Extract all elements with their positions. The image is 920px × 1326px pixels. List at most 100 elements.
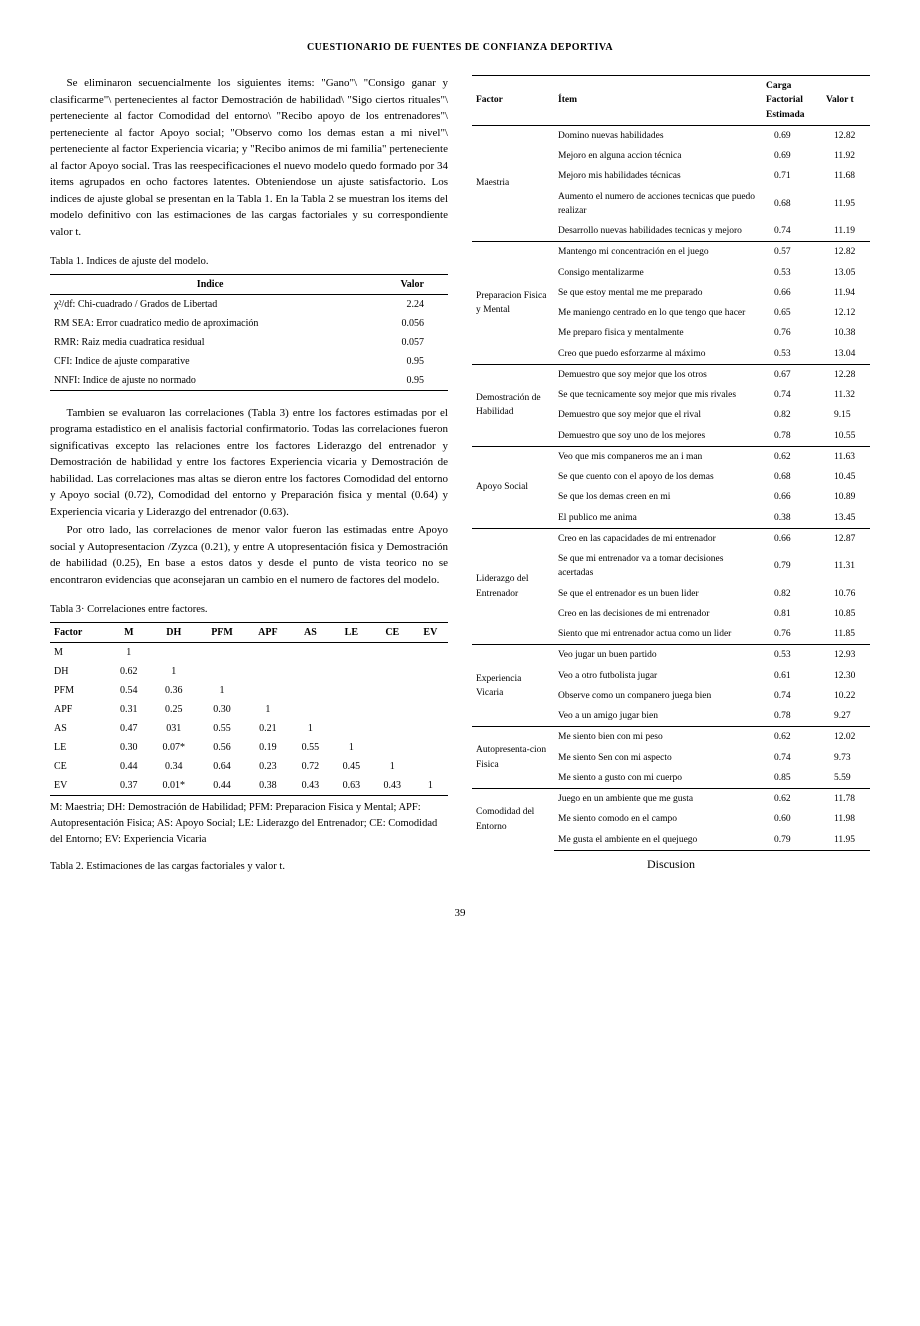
table-cell — [413, 681, 448, 700]
table-cell — [413, 643, 448, 663]
table-row: NNFI: Indice de ajuste no normado0.95 — [50, 371, 448, 391]
table-row: DH0.621 — [50, 662, 448, 681]
table-cell: 031 — [149, 719, 198, 738]
table-cell — [331, 719, 372, 738]
table-cell — [331, 700, 372, 719]
table-row: PFM0.540.361 — [50, 681, 448, 700]
carga-cell: 0.74 — [762, 221, 822, 242]
carga-cell: 0.62 — [762, 446, 822, 467]
table-header-cell: APF — [246, 623, 290, 643]
valort-cell: 13.45 — [822, 508, 870, 529]
carga-cell: 0.79 — [762, 830, 822, 851]
table3-legend: M: Maestria; DH: Demostración de Habilid… — [50, 800, 448, 847]
table-cell — [331, 662, 372, 681]
table-cell — [413, 719, 448, 738]
carga-cell: 0.85 — [762, 768, 822, 789]
table-cell: RMR: Raiz media cuadratica residual — [50, 333, 370, 352]
valort-cell: 10.45 — [822, 467, 870, 487]
table-header-cell: CE — [372, 623, 413, 643]
table-row: CE0.440.340.640.230.720.451 — [50, 757, 448, 776]
item-cell: Me maniengo centrado en lo que tengo que… — [554, 303, 762, 323]
table-row: LE0.300.07*0.560.190.551 — [50, 738, 448, 757]
table-cell: AS — [50, 719, 108, 738]
factor-cell: Apoyo Social — [472, 446, 554, 528]
item-cell: Observe como un companero juega bien — [554, 686, 762, 706]
t2-col-0: Factor — [472, 76, 554, 126]
table-cell: 0.54 — [108, 681, 149, 700]
table-cell: 1 — [246, 700, 290, 719]
table-cell: 0.36 — [149, 681, 198, 700]
table-cell: 1 — [372, 757, 413, 776]
valort-cell: 9.27 — [822, 706, 870, 727]
carga-cell: 0.53 — [762, 344, 822, 365]
valort-cell: 11.31 — [822, 549, 870, 584]
table-cell: 0.07* — [149, 738, 198, 757]
valort-cell: 13.05 — [822, 263, 870, 283]
valort-cell: 11.19 — [822, 221, 870, 242]
valort-cell: 10.76 — [822, 584, 870, 604]
table-header-cell: EV — [413, 623, 448, 643]
table-row: Experiencia VicariaVeo jugar un buen par… — [472, 645, 870, 666]
carga-cell: 0.78 — [762, 706, 822, 727]
carga-cell: 0.68 — [762, 187, 822, 222]
table-cell — [198, 662, 246, 681]
table-cell — [198, 643, 246, 663]
table-cell: 0.63 — [331, 776, 372, 796]
table1-caption: Tabla 1. Indices de ajuste del modelo. — [50, 254, 448, 270]
factor-cell: Preparacion Fisica y Mental — [472, 242, 554, 365]
table-cell — [413, 662, 448, 681]
valort-cell: 10.38 — [822, 323, 870, 343]
table-cell: DH — [50, 662, 108, 681]
table-cell: APF — [50, 700, 108, 719]
valort-cell: 10.85 — [822, 604, 870, 624]
item-cell: El publico me anima — [554, 508, 762, 529]
table-cell — [372, 738, 413, 757]
item-cell: Se que estoy mental me me preparado — [554, 283, 762, 303]
table-cell — [331, 643, 372, 663]
table-cell — [331, 681, 372, 700]
table-cell — [149, 643, 198, 663]
carga-cell: 0.69 — [762, 125, 822, 146]
item-cell: Veo que mis companeros me an i man — [554, 446, 762, 467]
carga-cell: 0.62 — [762, 789, 822, 810]
item-cell: Me siento bien con mi peso — [554, 727, 762, 748]
valort-cell: 10.55 — [822, 426, 870, 447]
factor-cell: Liderazgo del Entrenador — [472, 528, 554, 645]
carga-cell: 0.82 — [762, 584, 822, 604]
discusion-heading: Discusion — [472, 855, 870, 873]
item-cell: Siento que mi entrenador actua como un l… — [554, 624, 762, 645]
valort-cell: 12.82 — [822, 125, 870, 146]
table-cell: 0.55 — [198, 719, 246, 738]
carga-cell: 0.71 — [762, 166, 822, 186]
item-cell: Domino nuevas habilidades — [554, 125, 762, 146]
table-cell: 0.21 — [246, 719, 290, 738]
table-cell: 0.72 — [290, 757, 331, 776]
table-cell: 0.19 — [246, 738, 290, 757]
item-cell: Se que los demas creen en mi — [554, 487, 762, 507]
item-cell: Se que mi entrenador va a tomar decision… — [554, 549, 762, 584]
table-cell — [246, 662, 290, 681]
table-cell: 0.95 — [370, 371, 448, 391]
table-row: APF0.310.250.301 — [50, 700, 448, 719]
valort-cell: 12.28 — [822, 364, 870, 385]
carga-cell: 0.74 — [762, 748, 822, 768]
item-cell: Me gusta el ambiente en el quejuego — [554, 830, 762, 851]
carga-cell: 0.82 — [762, 405, 822, 425]
table-cell: PFM — [50, 681, 108, 700]
carga-cell: 0.53 — [762, 645, 822, 666]
table-cell: 0.44 — [198, 776, 246, 796]
table-cell — [372, 700, 413, 719]
factor-cell: Maestria — [472, 125, 554, 242]
table-row: MaestriaDomino nuevas habilidades0.6912.… — [472, 125, 870, 146]
carga-cell: 0.69 — [762, 146, 822, 166]
table-cell: 0.45 — [331, 757, 372, 776]
carga-cell: 0.74 — [762, 686, 822, 706]
valort-cell: 12.87 — [822, 528, 870, 549]
carga-cell: 0.61 — [762, 666, 822, 686]
item-cell: Creo en las capacidades de mi entrenador — [554, 528, 762, 549]
table-row: Apoyo SocialVeo que mis companeros me an… — [472, 446, 870, 467]
valort-cell: 12.30 — [822, 666, 870, 686]
valort-cell: 12.12 — [822, 303, 870, 323]
t2-col-2: Carga Factorial Estimada — [762, 76, 822, 126]
item-cell: Demuestro que soy uno de los mejores — [554, 426, 762, 447]
